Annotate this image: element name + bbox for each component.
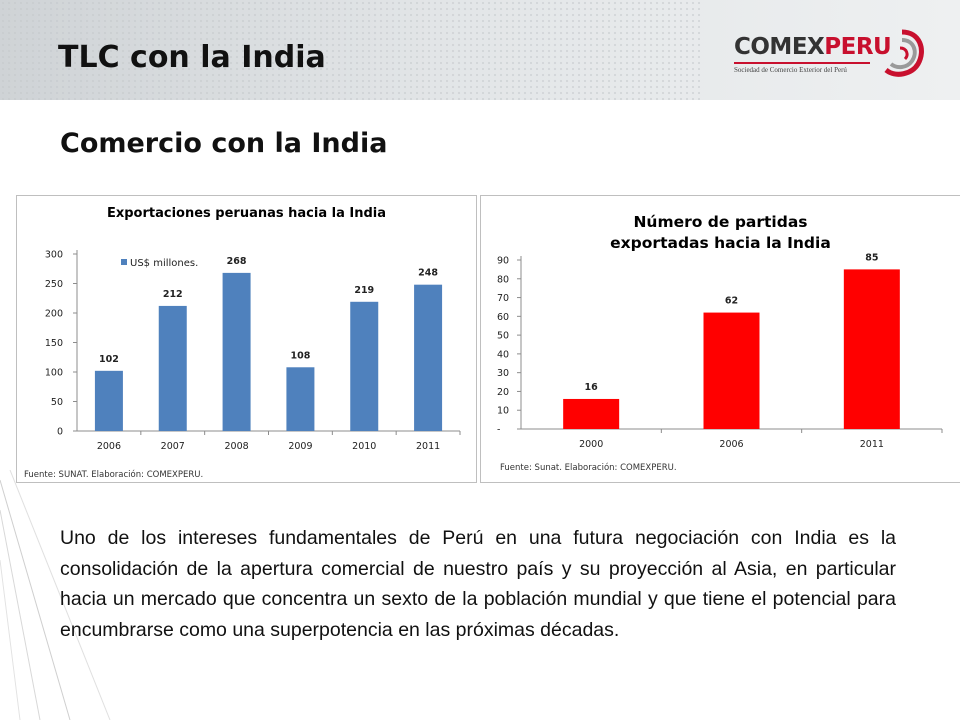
tariff-lines-chart-title-text: Número de partidas exportadas hacia la In…: [610, 213, 831, 252]
exports-x-tick-label: 2006: [97, 441, 121, 452]
logo-word-red: PERU: [824, 34, 892, 60]
tariff-lines-y-tick-label: 80: [497, 274, 509, 285]
exports-x-tick-label: 2008: [224, 441, 248, 452]
tariff-lines-y-tick-label: 60: [497, 312, 509, 323]
tariff-lines-chart: - 10 20 30 40 50 60 70 80 90 16 2000 62 2006 85 2011 Nú…: [480, 195, 960, 483]
exports-x-tick-label: 2009: [288, 441, 312, 452]
tariff-lines-x-tick-label: 2006: [719, 439, 743, 450]
world-map-dots: [0, 0, 700, 100]
body-paragraph: Uno de los intereses fundamentales de Pe…: [60, 527, 896, 641]
tariff-lines-bar: [563, 398, 620, 429]
exports-bar: [158, 305, 187, 431]
comexperu-logo: COMEXPERU Sociedad de Comercio Exterior …: [734, 29, 934, 85]
exports-bar: [350, 301, 379, 431]
tariff-lines-data-label: 85: [865, 252, 878, 263]
tariff-lines-y-tick-label: 10: [497, 406, 509, 417]
exports-bar: [286, 367, 315, 431]
exports-y-tick-label: 0: [57, 427, 63, 438]
logo-rule: [734, 62, 870, 64]
logo-tagline: Sociedad de Comercio Exterior del Perú: [734, 66, 847, 74]
exports-data-label: 108: [290, 350, 310, 361]
tariff-lines-chart-source: Fuente: Sunat. Elaboración: COMEXPERU.: [500, 463, 677, 473]
logo-swirl-icon: [884, 29, 924, 77]
decorative-lines: [0, 470, 111, 720]
tariff-lines-y-tick-label: -: [497, 425, 500, 436]
exports-bar: [414, 284, 443, 431]
legend-swatch: [121, 259, 127, 265]
exports-data-label: 219: [354, 285, 374, 296]
tariff-lines-y-tick-label: 30: [497, 368, 509, 379]
tariff-lines-x-tick-label: 2000: [579, 439, 603, 450]
header-banner: TLC con la India COMEXPERU Sociedad de C…: [0, 0, 960, 100]
tariff-lines-bar: [843, 269, 900, 429]
exports-x-tick-label: 2007: [161, 441, 185, 452]
slide-title: TLC con la India: [58, 40, 326, 75]
tariff-lines-data-label: 62: [725, 296, 738, 307]
legend-label: US$ millones.: [130, 258, 199, 269]
tariff-lines-bar: [703, 312, 760, 429]
tariff-lines-y-tick-label: 90: [497, 256, 509, 267]
exports-chart-legend: US$ millones.: [121, 258, 198, 269]
tariff-lines-chart-plot: - 10 20 30 40 50 60 70 80 90 16 2000 62 2006 85 2011: [497, 252, 943, 450]
exports-data-label: 102: [99, 354, 119, 365]
tariff-lines-y-tick-label: 40: [497, 349, 509, 360]
exports-bar: [94, 370, 123, 431]
exports-data-label: 268: [227, 256, 247, 267]
exports-chart-title: Exportaciones peruanas hacia la India: [106, 206, 387, 221]
tariff-lines-chart-title: Número de partidas exportadas hacia la In…: [481, 212, 960, 254]
exports-chart-source: Fuente: SUNAT. Elaboración: COMEXPERU.: [24, 470, 204, 480]
tariff-lines-y-tick-label: 70: [497, 293, 509, 304]
exports-y-tick-label: 300: [45, 250, 63, 261]
exports-chart-plot: 0 50 100 150 200 250 300 102 2006 212 2007 268 2008 1…: [45, 250, 461, 452]
exports-data-label: 212: [163, 289, 183, 300]
exports-data-label: 248: [418, 268, 438, 279]
exports-y-tick-label: 150: [45, 338, 63, 349]
exports-chart: 0 50 100 150 200 250 300 102 2006 212 2007 268 2008 1…: [16, 195, 477, 483]
tariff-lines-x-tick-label: 2011: [860, 439, 884, 450]
tariff-lines-y-tick-label: 50: [497, 331, 509, 342]
logo-wordmark: COMEXPERU: [734, 34, 892, 60]
tariff-lines-y-tick-label: 20: [497, 387, 509, 398]
logo-word-dark: COMEX: [734, 34, 825, 60]
tariff-lines-data-label: 16: [585, 382, 599, 393]
exports-y-tick-label: 100: [45, 368, 63, 379]
exports-x-tick-label: 2010: [352, 441, 376, 452]
exports-y-tick-label: 200: [45, 309, 63, 320]
exports-x-tick-label: 2011: [416, 441, 440, 452]
exports-y-tick-label: 250: [45, 279, 63, 290]
exports-y-tick-label: 50: [51, 397, 63, 408]
section-subtitle: Comercio con la India: [60, 128, 388, 159]
exports-bar: [222, 272, 251, 431]
